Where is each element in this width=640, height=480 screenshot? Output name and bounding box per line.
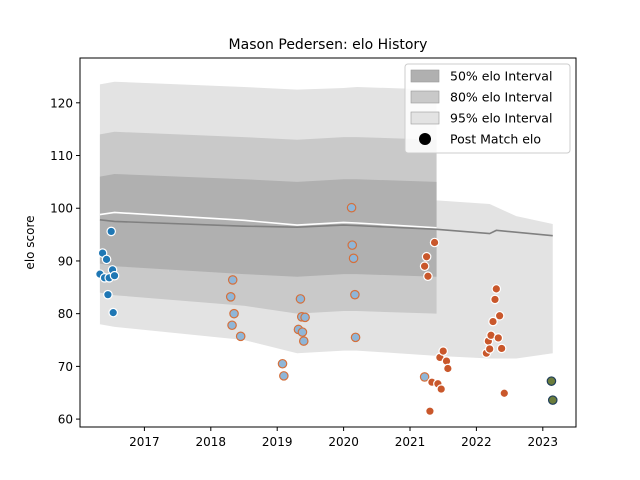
mean-line-0 [99,211,437,229]
x-axis: 2017 2018 2019 2020 2021 2022 2023 [129,427,558,449]
legend-label-1: 80% elo Interval [450,90,552,105]
data-point-0-3 [101,254,112,265]
x-tick-label-2: 2019 [262,435,293,449]
y-tick-label-1: 70 [58,360,73,374]
data-point-1-5 [277,358,288,369]
legend: 50% elo Interval 80% elo Interval 95% elo … [404,63,571,154]
x-tick-label-3: 2020 [328,435,359,449]
data-point-2-11 [443,363,453,374]
data-point-2-0 [419,261,430,272]
data-point-1-13 [346,202,357,213]
data-point-1-17 [350,332,361,343]
legend-label-2: 95% elo Interval [450,111,552,126]
legend-label-3: Post Match elo [450,132,541,147]
data-point-2-22 [499,388,510,399]
data-point-2-8 [436,384,447,394]
data-point-0-4 [103,289,113,300]
data-point-2-16 [488,316,498,327]
data-point-1-12 [300,312,310,323]
y-tick-label-0: 60 [58,413,73,427]
data-point-1-4 [235,331,246,342]
data-point-1-1 [227,320,237,331]
data-point-1-8 [295,294,306,304]
data-point-3-1 [547,395,558,405]
data-point-2-3 [425,406,435,416]
data-point-2-1 [421,251,432,262]
data-point-2-18 [491,284,502,294]
y-axis: 60 70 80 90 100 110 120 [50,96,80,427]
data-point-2-21 [496,343,507,354]
legend-label-0: 50% elo Interval [450,69,552,84]
plot-frame [79,57,577,428]
data-point-1-15 [348,253,359,264]
chart-title: Mason Pedersen: elo History [229,37,428,53]
legend-swatch-2 [410,111,440,125]
data-point-1-6 [279,371,289,381]
legend-swatch-0 [410,69,440,83]
data-point-1-10 [297,327,308,337]
data-point-3-0 [546,376,557,386]
data-point-0-8 [108,307,118,318]
y-tick-label-3: 90 [58,254,73,268]
legend-swatch-1 [410,90,440,104]
legend-box [404,63,571,154]
data-point-2-14 [484,344,495,354]
interval-band-2 [99,173,437,277]
data-point-1-18 [419,372,430,382]
x-tick-label-4: 2021 [395,435,426,449]
y-axis-label: elo score [23,215,37,269]
x-tick-label-5: 2022 [461,435,492,449]
x-tick-label-1: 2018 [196,435,227,449]
data-point-1-2 [227,275,238,285]
plot-area [95,81,558,416]
data-point-2-19 [493,333,504,343]
y-tick-label-4: 100 [50,202,73,216]
legend-marker-3 [419,133,431,145]
data-point-1-14 [347,240,358,250]
data-point-2-17 [490,294,500,305]
data-point-2-9 [438,346,449,356]
data-point-1-11 [298,336,309,346]
data-point-1-16 [350,289,360,300]
x-tick-label-6: 2023 [528,435,559,449]
y-tick-label-5: 110 [50,149,73,163]
data-point-2-5 [429,237,440,248]
data-point-1-0 [225,291,236,302]
mean-line-1 [99,219,553,237]
data-point-2-20 [494,310,505,321]
data-point-2-2 [423,271,433,282]
data-point-0-9 [109,270,120,281]
y-tick-label-2: 80 [58,307,73,321]
data-point-1-3 [229,308,239,319]
y-tick-label-6: 120 [50,96,73,110]
data-point-0-6 [106,226,117,237]
x-tick-label-0: 2017 [129,435,160,449]
